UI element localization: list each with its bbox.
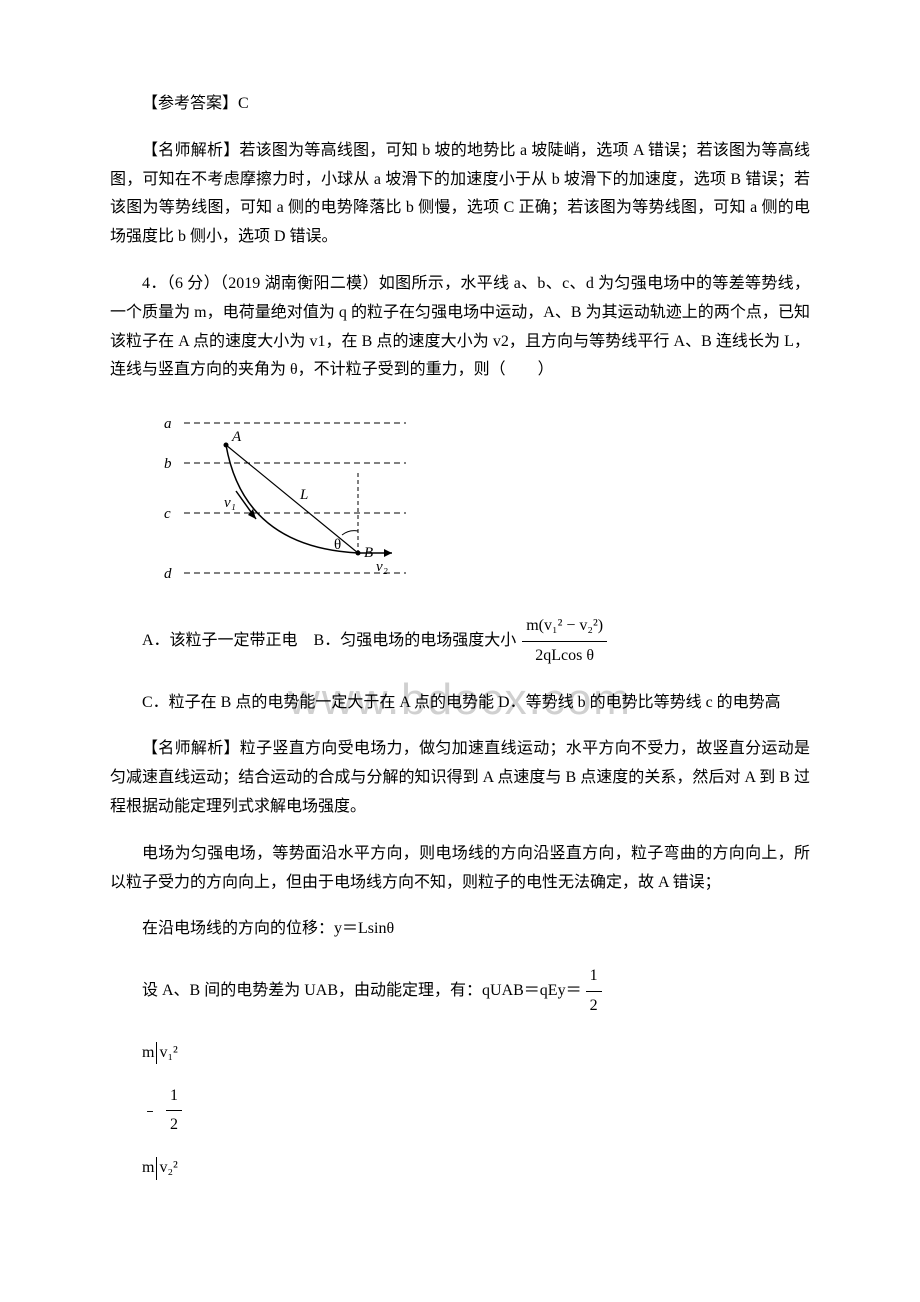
svg-text:c: c [164, 506, 171, 522]
m-v2sq-line: m v₂² [142, 1154, 810, 1183]
analysis-paragraph-1: 【名师解析】若该图为等高线图，可知 b 坡的地势比 a 坡陡峭，选项 A 错误；… [110, 137, 810, 252]
answer-line: 【参考答案】C [110, 90, 810, 119]
minus-sign: ﹣ [142, 1102, 158, 1119]
half-fraction-1: 1 2 [586, 962, 602, 1021]
document-content: 【参考答案】C 【名师解析】若该图为等高线图，可知 b 坡的地势比 a 坡陡峭，… [110, 90, 810, 1183]
option-a-b-text: A．该粒子一定带正电 B．匀强电场的电场强度大小 [142, 627, 516, 656]
v2-squared: v₂² [159, 1159, 177, 1176]
svg-text:L: L [299, 487, 308, 503]
half-num-1: 1 [586, 962, 602, 992]
m-label-2: m [142, 1159, 154, 1176]
formula-denominator: 2qLcos θ [522, 642, 607, 671]
half-num-2: 1 [166, 1082, 182, 1112]
svg-text:b: b [164, 456, 172, 472]
option-c-d-line: C．粒子在 B 点的电势能一定大于在 A 点的电势能 D．等势线 b 的电势比等… [110, 689, 810, 718]
analysis2-p2: 电场为匀强电场，等势面沿水平方向，则电场线的方向沿竖直方向，粒子弯曲的方向向上，… [110, 840, 810, 898]
svg-text:d: d [164, 566, 172, 582]
divider-bar-2 [156, 1157, 157, 1179]
formula-numerator: m(v₁² − v₂²) [522, 612, 607, 642]
svg-text:a: a [164, 416, 172, 432]
half-fraction-2: 1 2 [166, 1082, 182, 1141]
option-a-b-line: A．该粒子一定带正电 B．匀强电场的电场强度大小 m(v₁² − v₂²) 2q… [142, 612, 810, 671]
diagram-svg: abcdABv₁v₂Lθ [150, 403, 410, 583]
minus-half-line: ﹣ 1 2 [142, 1082, 810, 1141]
analysis2-p4-line: 设 A、B 间的电势差为 UAB，由动能定理，有：qUAB＝qEy＝ 1 2 [142, 962, 810, 1021]
analysis2-p4-prefix: 设 A、B 间的电势差为 UAB，由动能定理，有：qUAB＝qEy＝ [142, 977, 582, 1006]
divider-bar-1 [156, 1042, 157, 1064]
field-strength-formula: m(v₁² − v₂²) 2qLcos θ [522, 612, 607, 671]
half-den-1: 2 [586, 992, 602, 1021]
m-v1sq-line: m v₁² [142, 1039, 810, 1068]
svg-text:v₂: v₂ [376, 559, 388, 575]
analysis2-p3: 在沿电场线的方向的位移：y＝Lsinθ [110, 915, 810, 944]
physics-diagram: abcdABv₁v₂Lθ [150, 403, 810, 594]
analysis2-p1: 【名师解析】粒子竖直方向受电场力，做匀加速直线运动；水平方向不受力，故竖直分运动… [110, 735, 810, 821]
svg-text:θ: θ [334, 537, 341, 553]
v1-squared: v₁² [159, 1044, 177, 1061]
svg-text:A: A [231, 429, 242, 445]
m-label-1: m [142, 1044, 154, 1061]
question-4-text: 4．（6 分）（2019 湖南衡阳二模）如图所示，水平线 a、b、c、d 为匀强… [110, 270, 810, 385]
half-den-2: 2 [166, 1111, 182, 1140]
svg-text:v₁: v₁ [224, 495, 236, 511]
